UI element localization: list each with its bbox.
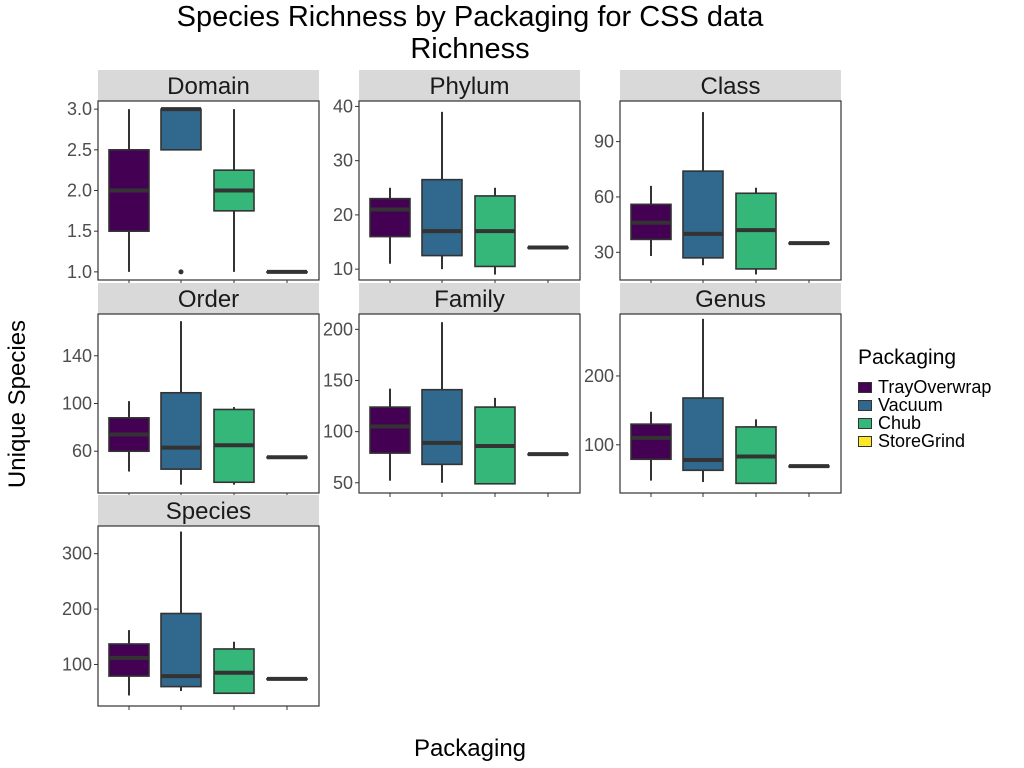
facet-strip (359, 70, 580, 101)
y-tick-label: 200 (584, 366, 614, 386)
legend-label: StoreGrind (878, 430, 966, 451)
box-body (369, 197, 411, 238)
legend-key (858, 435, 872, 447)
facet-strip-label: Order (178, 286, 239, 313)
box-body (160, 391, 202, 470)
y-tick-label: 20 (333, 205, 353, 225)
legend-key (858, 417, 872, 429)
facet-strip-label: Class (700, 73, 760, 100)
y-tick-label: 2.0 (67, 181, 92, 201)
box-body (421, 388, 463, 466)
facet-strip (98, 283, 319, 314)
facet-strip-label: Genus (695, 286, 766, 313)
y-tick-label: 100 (584, 435, 614, 455)
y-axis-label: Unique Species (4, 319, 31, 489)
y-tick-label: 300 (62, 544, 92, 564)
facet-panel (358, 313, 581, 494)
box-body (160, 108, 202, 151)
box-outlier (178, 269, 184, 275)
y-tick-label: 200 (323, 319, 353, 339)
facet-strip-label: Domain (167, 73, 250, 100)
legend: Packaging TrayOverwrap Vacuum Chub Store… (858, 346, 992, 451)
y-tick-label: 90 (594, 132, 614, 152)
legend-key (858, 399, 872, 411)
legend-item: TrayOverwrap (858, 376, 992, 397)
box-body (630, 423, 672, 461)
legend-label: Vacuum (878, 394, 943, 415)
y-tick-label: 60 (72, 441, 92, 461)
y-tick-label: 100 (62, 654, 92, 674)
y-tick-label: 2.5 (67, 140, 92, 160)
facet-panel (358, 100, 581, 281)
facet-strip (620, 70, 841, 101)
facet-strip (98, 70, 319, 101)
facet-strip (359, 283, 580, 314)
legend-key (858, 381, 872, 393)
y-tick-label: 40 (333, 96, 353, 116)
y-tick-label: 10 (333, 259, 353, 279)
facet-strip-label: Phylum (429, 73, 509, 100)
chart-title-line1: Species Richness by Packaging for CSS da… (176, 1, 764, 33)
legend-item: Vacuum (858, 394, 991, 415)
x-axis-label: Packaging (413, 735, 527, 762)
y-tick-label: 100 (323, 422, 353, 442)
box-body (682, 170, 724, 259)
box-body (421, 178, 463, 257)
y-tick-label: 200 (62, 599, 92, 619)
y-tick-label: 1.0 (67, 262, 92, 282)
facet-strip-label: Species (166, 498, 251, 525)
facet-panel (619, 100, 842, 281)
y-tick-label: 100 (62, 394, 92, 414)
y-tick-label: 60 (594, 187, 614, 207)
facet-strip (620, 283, 841, 314)
y-tick-label: 30 (333, 151, 353, 171)
y-tick-label: 50 (333, 473, 353, 493)
y-tick-label: 3.0 (67, 99, 92, 119)
chart-title-line2: Richness (410, 33, 530, 65)
legend-label: Chub (878, 412, 922, 433)
facet-strip (98, 495, 319, 526)
box-body (108, 643, 150, 677)
legend-item: StoreGrind (858, 430, 991, 451)
y-tick-label: 1.5 (67, 221, 92, 241)
y-tick-label: 150 (323, 370, 353, 390)
facet-strip-label: Family (434, 286, 505, 313)
box-body (369, 406, 411, 454)
legend-label: TrayOverwrap (878, 376, 992, 397)
legend-item: Chub (858, 412, 991, 433)
y-tick-label: 140 (62, 346, 92, 366)
facet-panel (619, 313, 842, 494)
legend-title: Packaging (858, 346, 957, 369)
facet-panel (97, 313, 320, 494)
y-tick-label: 30 (594, 242, 614, 262)
